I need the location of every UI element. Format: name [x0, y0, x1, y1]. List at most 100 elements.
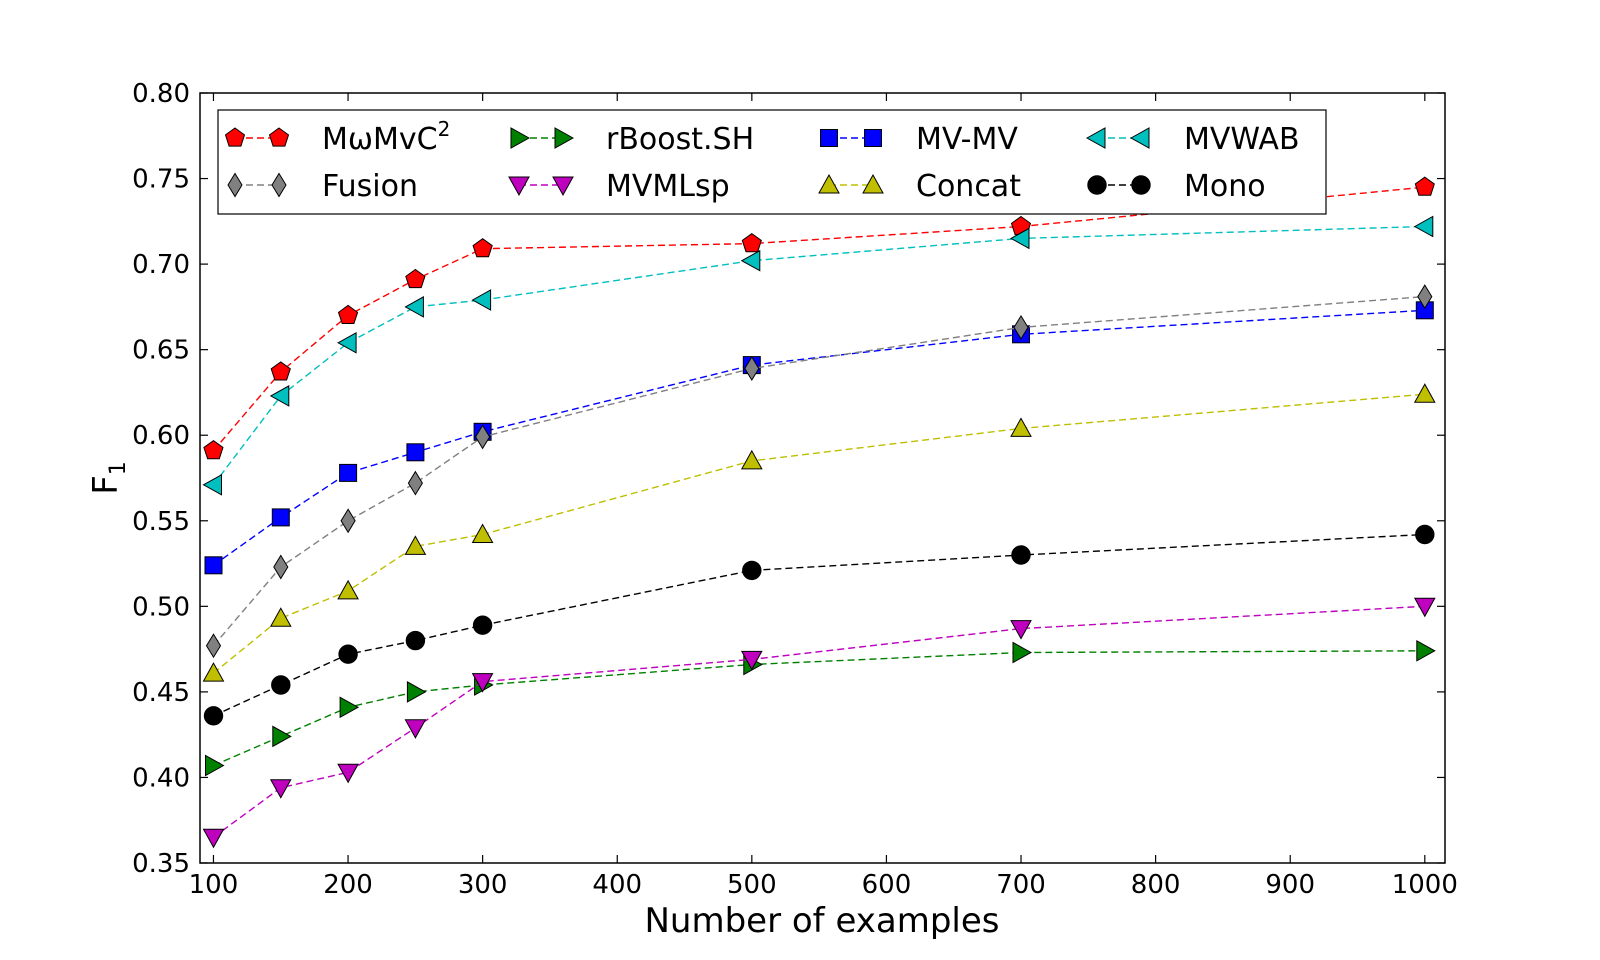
- legend-label-superscript: 2: [438, 117, 451, 141]
- point-mwmvc2: [1414, 176, 1435, 196]
- series-mwmvc2: [203, 176, 1435, 460]
- legend-marker: [818, 173, 840, 194]
- point-rboost-sh: [205, 754, 225, 777]
- series-line-mvwab: [212, 225, 1425, 486]
- legend-item-concat: Concat: [818, 169, 1021, 204]
- point-mono: [405, 630, 426, 651]
- point-concat: [404, 535, 427, 555]
- point-mv-mv: [204, 556, 223, 575]
- point-mono: [1415, 524, 1435, 545]
- point-mwmvc2: [337, 304, 359, 324]
- legend-label: rBoost.SH: [606, 122, 754, 157]
- legend-marker: [552, 176, 574, 197]
- x-tick-label: 1000: [1392, 870, 1458, 900]
- legend-marker: [864, 129, 882, 147]
- point-mwmvc2: [741, 232, 762, 253]
- legend-label: MωMvC2: [322, 117, 450, 157]
- series-fusion: [205, 284, 1433, 659]
- legend-label: Concat: [916, 169, 1021, 204]
- series-line-mv-mv: [213, 309, 1425, 566]
- legend-marker: [1087, 175, 1107, 195]
- legend-marker: [1129, 127, 1150, 149]
- x-tick-label: 100: [189, 870, 239, 900]
- legend-marker: [1085, 127, 1106, 149]
- legend-marker: [268, 127, 290, 147]
- axis-ticks: 100 200 300 400 500 600 700 800 900 1000 0.35 0.40 0…: [132, 79, 1458, 900]
- x-tick-label: 600: [862, 870, 912, 900]
- series-mvmlsp: [202, 597, 1436, 849]
- point-fusion: [205, 633, 222, 659]
- point-mwmvc2: [270, 361, 291, 381]
- point-mvwab: [269, 385, 290, 407]
- point-fusion: [744, 356, 760, 381]
- plot-content: [202, 176, 1436, 849]
- legend-item-fusion: Fusion: [227, 169, 418, 204]
- point-mvmlsp: [337, 763, 359, 784]
- legend-box: [217, 109, 1327, 215]
- point-mwmvc2: [405, 268, 426, 289]
- series-line-concat: [213, 393, 1425, 674]
- y-tick-label: 0.60: [132, 421, 190, 451]
- point-fusion: [340, 508, 356, 534]
- point-rboost-sh: [339, 696, 360, 719]
- series-line-rboost-sh: [213, 650, 1425, 767]
- point-mono: [1011, 545, 1031, 565]
- point-mvmlsp: [471, 673, 494, 693]
- y-tick-label: 0.55: [132, 507, 190, 537]
- series-line-mwmvc2: [212, 186, 1425, 452]
- y-tick-label: 0.75: [132, 165, 190, 195]
- legend-item-mv-mv: MV-MV: [820, 122, 1018, 157]
- series-mv-mv: [204, 301, 1434, 575]
- legend-marker: [862, 173, 884, 194]
- legend-label: MVWAB: [1184, 122, 1300, 157]
- point-rboost-sh: [1012, 641, 1033, 664]
- point-mv-mv: [271, 508, 290, 527]
- x-tick-label: 800: [1131, 870, 1181, 900]
- legend-marker: [820, 129, 838, 147]
- point-mvwab: [202, 473, 222, 496]
- series-line-mono: [213, 533, 1425, 717]
- point-mvwab: [1413, 215, 1434, 238]
- x-tick-label: 900: [1265, 870, 1315, 900]
- series-mono: [203, 524, 1435, 726]
- legend-item-mwmvc2: MωMvC2: [224, 117, 450, 157]
- point-concat: [337, 579, 359, 600]
- legend-item-mvwab: MVWAB: [1085, 122, 1300, 157]
- point-mvwab: [471, 289, 492, 311]
- point-mvmlsp: [1413, 597, 1436, 618]
- y-tick-label: 0.45: [132, 678, 190, 708]
- point-mvmlsp: [404, 719, 427, 739]
- point-concat: [740, 449, 763, 470]
- point-concat: [269, 607, 292, 627]
- y-tick-label: 0.40: [132, 763, 190, 793]
- point-concat: [1010, 417, 1032, 437]
- point-mono: [742, 560, 762, 581]
- legend-marker: [1131, 175, 1151, 195]
- point-rboost-sh: [1416, 639, 1436, 662]
- point-mvwab: [404, 296, 424, 318]
- y-axis-title-main: F: [86, 475, 126, 495]
- plot-frame: [199, 92, 1446, 864]
- legend-item-rboost-sh: rBoost.SH: [510, 122, 754, 157]
- point-concat: [471, 523, 494, 543]
- point-concat: [1413, 383, 1436, 403]
- point-mwmvc2: [203, 439, 224, 460]
- series-line-mvmlsp: [213, 605, 1425, 838]
- point-mwmvc2: [472, 238, 493, 258]
- point-mono: [472, 615, 493, 635]
- legend-marker: [554, 127, 575, 149]
- y-tick-label: 0.65: [132, 336, 190, 366]
- point-mvmlsp: [202, 828, 225, 849]
- point-mvwab: [337, 331, 357, 354]
- x-tick-label: 200: [323, 870, 373, 900]
- legend: MωMvC2 rBoost.SH MV-MV MVWAB Fusion MVMLsp Con…: [217, 109, 1327, 215]
- point-mvmlsp: [1010, 620, 1032, 640]
- point-mv-mv: [406, 443, 425, 462]
- point-mono: [203, 706, 224, 726]
- point-mvmlsp: [740, 650, 763, 671]
- point-fusion: [1013, 314, 1029, 340]
- series-rboost-sh: [205, 639, 1436, 777]
- point-rboost-sh: [272, 725, 292, 748]
